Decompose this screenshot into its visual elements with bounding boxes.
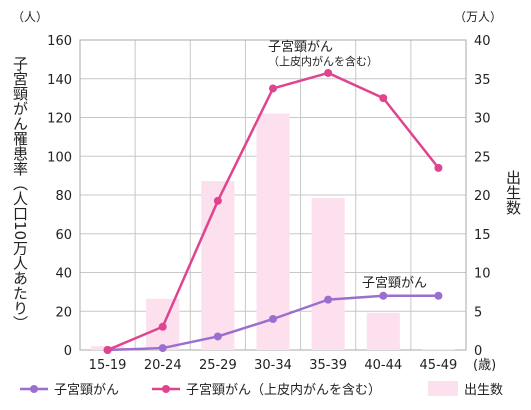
- point-series-0-35-39: [324, 295, 333, 304]
- left-tick-label: 60: [55, 228, 72, 243]
- point-series-1-20-24: [158, 322, 167, 331]
- annotation-incl-title: 子宮頸がん: [268, 39, 333, 55]
- right-tick-label: 10: [474, 267, 491, 282]
- right-tick-label: 25: [474, 150, 491, 165]
- point-series-0-45-49: [434, 291, 443, 300]
- point-series-1-30-34: [269, 84, 277, 93]
- left-axis-unit: （人）: [12, 10, 48, 24]
- point-series-0-20-24: [158, 344, 167, 353]
- right-tick-label: 20: [474, 189, 491, 204]
- legend-swatch-births: [428, 381, 458, 396]
- point-series-0-30-34: [269, 315, 277, 323]
- left-tick-label: 80: [55, 189, 72, 204]
- legend-label-births: 出生数: [464, 383, 503, 398]
- birth-bars: [91, 113, 455, 350]
- x-tick-label: 35-39: [309, 358, 347, 373]
- left-tick-label: 0: [64, 344, 72, 359]
- legend-label-incl: 子宮頸がん（上皮内がんを含む）: [186, 382, 381, 398]
- x-tick-label: 30-34: [254, 358, 292, 373]
- right-axis-label: 出生数: [504, 170, 522, 215]
- left-tick-label: 140: [47, 73, 72, 88]
- annotation-cancer: 子宮頸がん: [362, 275, 427, 291]
- legend-marker-incl: [162, 385, 170, 393]
- x-axis-unit: (歳): [473, 358, 496, 373]
- x-tick-label: 20-24: [144, 358, 182, 373]
- bar-births-25-29: [201, 181, 235, 350]
- legend-label-cancer: 子宮頸がん: [54, 382, 119, 398]
- bar-births-30-34: [256, 113, 290, 350]
- right-axis-unit: （万人）: [454, 10, 502, 24]
- point-series-1-40-44: [379, 94, 388, 103]
- tick-labels: 0 20 40 60 80 100 120 140 160 0 5 10 15 20 25 30 35 40 15-…: [47, 34, 490, 373]
- x-tick-label: 15-19: [89, 358, 127, 373]
- right-tick-label: 35: [474, 73, 491, 88]
- right-tick-label: 5: [474, 305, 482, 320]
- left-tick-label: 160: [47, 34, 72, 49]
- legend-marker-cancer: [30, 385, 38, 393]
- right-tick-label: 15: [474, 228, 491, 243]
- point-series-0-40-44: [379, 291, 388, 300]
- bar-births-45-49: [421, 349, 455, 350]
- legend: 子宮頸がん 子宮頸がん（上皮内がんを含む） 出生数: [20, 381, 503, 398]
- left-tick-label: 100: [47, 150, 72, 165]
- bar-births-40-44: [366, 312, 400, 350]
- x-tick-label: 45-49: [420, 358, 458, 373]
- point-series-0-25-29: [213, 332, 222, 341]
- left-axis-label: 子宮頸がん罹患率（人口10万人あたり）: [11, 56, 29, 330]
- right-tick-label: 40: [474, 34, 491, 49]
- x-tick-label: 40-44: [364, 358, 402, 373]
- right-tick-label: 30: [474, 112, 491, 127]
- right-tick-label: 0: [474, 344, 482, 359]
- point-series-1-35-39: [324, 68, 333, 77]
- line-series: [103, 68, 443, 354]
- point-series-1-45-49: [434, 163, 443, 172]
- x-tick-label: 25-29: [199, 358, 237, 373]
- left-tick-label: 120: [47, 112, 72, 127]
- point-series-1-25-29: [213, 196, 222, 205]
- left-tick-label: 20: [55, 305, 72, 320]
- bar-births-35-39: [311, 198, 345, 350]
- annotation-incl-sub: （上皮内がんを含む）: [268, 54, 378, 68]
- point-series-1-15-19: [103, 346, 112, 354]
- left-tick-label: 40: [55, 267, 72, 282]
